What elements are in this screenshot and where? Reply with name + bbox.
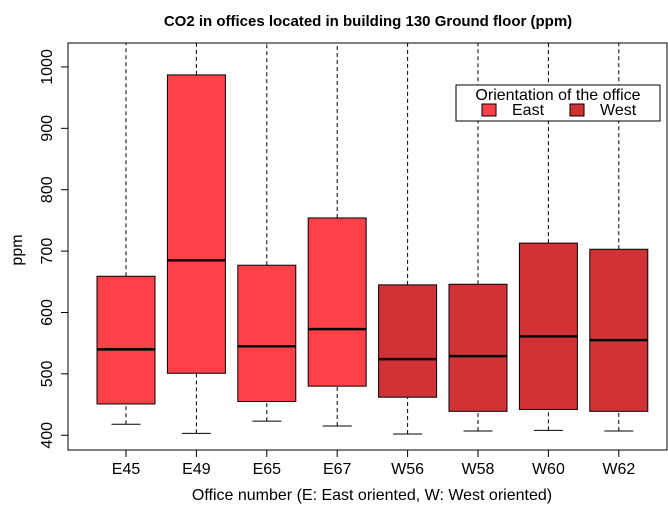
- box: [307, 217, 367, 387]
- legend-title: Orientation of the office: [475, 87, 640, 104]
- y-tick-label: 600: [39, 299, 56, 326]
- y-tick-label: 500: [39, 360, 56, 387]
- x-tick-label: E45: [112, 461, 141, 478]
- y-tick-label: 900: [39, 115, 56, 142]
- legend-label: East: [512, 102, 545, 119]
- x-tick-label: W56: [391, 461, 424, 478]
- y-axis-label: ppm: [9, 234, 26, 265]
- x-tick-label: E67: [323, 461, 352, 478]
- box: [448, 283, 508, 412]
- box: [237, 264, 297, 403]
- x-tick-label: W58: [462, 461, 495, 478]
- x-axis-label: Office number (E: East oriented, W: West…: [192, 487, 552, 504]
- x-tick-label: W62: [602, 461, 635, 478]
- y-tick-label: 700: [39, 238, 56, 265]
- x-tick-label: E49: [182, 461, 211, 478]
- chart-title: CO2 in offices located in building 130 G…: [164, 13, 572, 30]
- legend-swatch: [481, 103, 497, 117]
- box: [378, 284, 438, 398]
- plot-area: [96, 43, 649, 435]
- y-tick-label: 400: [39, 422, 56, 449]
- x-tick-label: W60: [532, 461, 565, 478]
- y-tick-label: 1000: [39, 49, 56, 85]
- legend-swatch: [569, 103, 585, 117]
- box: [589, 248, 649, 412]
- box: [166, 74, 226, 374]
- y-tick-label: 800: [39, 176, 56, 203]
- box: [96, 275, 156, 405]
- legend-label: West: [600, 102, 637, 119]
- box: [518, 242, 578, 410]
- x-tick-label: E65: [253, 461, 282, 478]
